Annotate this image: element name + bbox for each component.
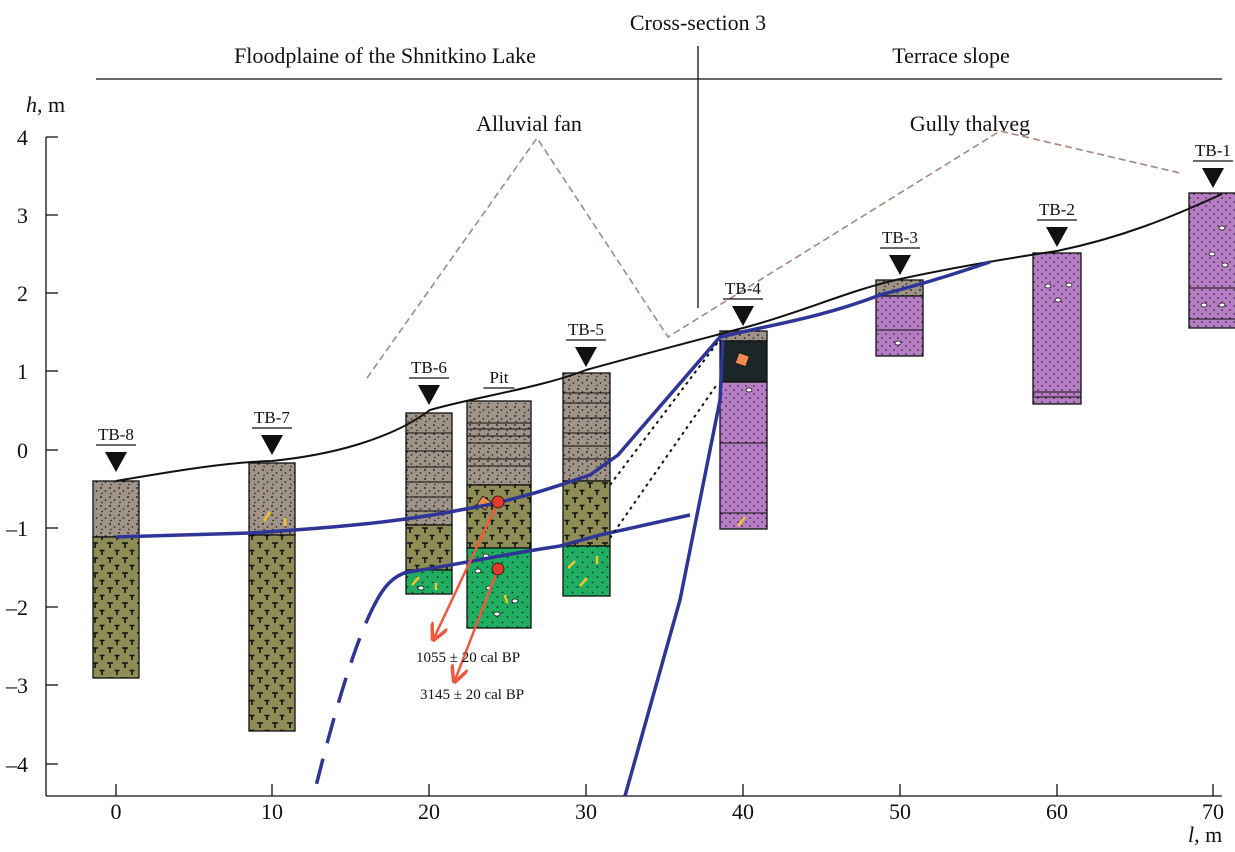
dotted-correlation-line-lower xyxy=(609,382,719,539)
borehole-label-pit: Pit xyxy=(490,368,509,387)
date-arrow-1 xyxy=(434,501,500,638)
surface-profile-line xyxy=(115,193,1223,482)
x-tick-label: 0 xyxy=(111,799,122,824)
lower-boundary-line xyxy=(375,513,691,601)
y-tick-label: –2 xyxy=(5,595,28,620)
y-tick-label: 1 xyxy=(17,359,28,384)
x-tick-label: 70 xyxy=(1202,799,1224,824)
date-arrow-2 xyxy=(455,568,500,680)
borehole-markers: TB-8 TB-7 TB-6 Pit TB-5 TB-4 TB-3 TB-2 TB-1 xyxy=(96,141,1233,472)
borehole-tb1 xyxy=(1188,192,1235,329)
borehole-tb4 xyxy=(719,330,768,530)
borehole-label-tb5: TB-5 xyxy=(568,320,604,339)
borehole-marker-triangle xyxy=(418,385,440,405)
y-tick-label: 2 xyxy=(17,281,28,306)
x-tick-label: 30 xyxy=(575,799,597,824)
y-axis-label: h, m xyxy=(26,92,65,117)
borehole-label-tb2: TB-2 xyxy=(1039,200,1075,219)
borehole-marker-triangle xyxy=(261,435,283,455)
gully-thalveg-label: Gully thalveg xyxy=(910,111,1030,136)
date-label-2: 3145 ± 20 cal BP xyxy=(420,687,524,703)
borehole-columns xyxy=(92,192,1235,732)
y-tick-label: –4 xyxy=(5,752,28,777)
y-tick-label: 3 xyxy=(17,203,28,228)
sample-point-2 xyxy=(491,562,505,576)
x-tick-label: 20 xyxy=(418,799,440,824)
cross-section-label: Cross-section 3 xyxy=(630,10,766,35)
x-axis-label: l, m xyxy=(1188,822,1222,847)
dotted-correlation-line-upper xyxy=(609,341,719,486)
borehole-label-tb7: TB-7 xyxy=(254,408,290,427)
borehole-label-tb8: TB-8 xyxy=(98,425,134,444)
x-tick-label: 40 xyxy=(732,799,754,824)
floodplain-zone-label: Floodplaine of the Shnitkino Lake xyxy=(234,43,536,68)
sample-point-1 xyxy=(491,495,505,509)
upper-boundary-line xyxy=(115,260,991,539)
borehole-marker-triangle xyxy=(1202,168,1224,188)
y-axis-ticks: 4 3 2 1 0 –1 –2 –3 –4 xyxy=(5,125,58,777)
borehole-marker-triangle xyxy=(105,452,127,472)
borehole-marker-triangle xyxy=(732,306,754,326)
x-tick-label: 50 xyxy=(889,799,911,824)
borehole-tb8 xyxy=(92,480,140,679)
borehole-marker-triangle xyxy=(575,347,597,367)
y-tick-label: –1 xyxy=(5,516,28,541)
borehole-marker-triangle xyxy=(1046,227,1068,247)
borehole-marker-triangle xyxy=(889,255,911,275)
borehole-tb6 xyxy=(405,412,453,595)
y-tick-label: 0 xyxy=(17,438,28,463)
terrace-slope-zone-label: Terrace slope xyxy=(892,43,1010,68)
borehole-label-tb4: TB-4 xyxy=(725,279,761,298)
borehole-label-tb3: TB-3 xyxy=(882,228,918,247)
y-tick-label: –3 xyxy=(5,673,28,698)
borehole-tb3 xyxy=(875,279,924,357)
borehole-pit xyxy=(466,400,532,629)
date-label-1: 1055 ± 20 cal BP xyxy=(416,650,520,666)
borehole-label-tb1: TB-1 xyxy=(1195,141,1231,160)
alluvial-fan-gully-dashed-line xyxy=(366,130,1181,379)
borehole-tb5 xyxy=(562,372,611,597)
borehole-tb7 xyxy=(248,462,296,732)
y-tick-label: 4 xyxy=(17,125,28,150)
steep-boundary-line xyxy=(623,339,725,797)
lower-boundary-dashed-extension xyxy=(313,599,379,791)
x-tick-label: 10 xyxy=(261,799,283,824)
x-tick-label: 60 xyxy=(1046,799,1068,824)
borehole-label-tb6: TB-6 xyxy=(411,358,447,377)
alluvial-fan-label: Alluvial fan xyxy=(476,111,582,136)
borehole-tb2 xyxy=(1032,252,1082,405)
x-axis-ticks: 0 10 20 30 40 50 60 70 xyxy=(111,784,1224,824)
